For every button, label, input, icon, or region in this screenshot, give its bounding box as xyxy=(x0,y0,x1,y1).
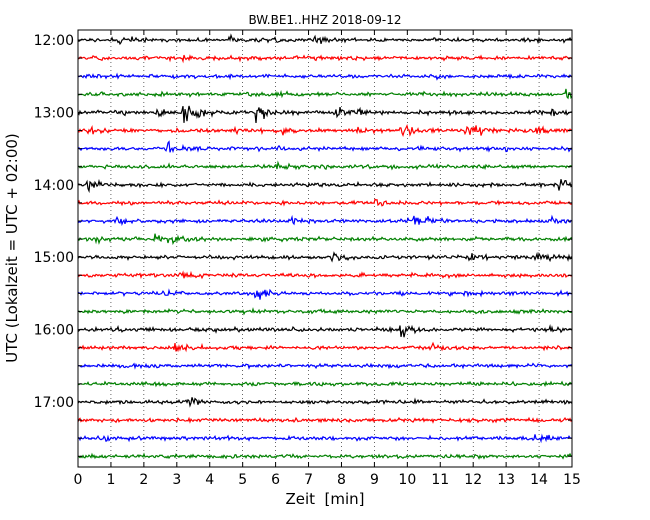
y-tick-label: 12:00 xyxy=(34,33,74,49)
x-tick-label: 0 xyxy=(74,472,83,488)
y-tick-label: 17:00 xyxy=(34,395,74,411)
x-tick-label: 13 xyxy=(497,472,515,488)
trace-line xyxy=(77,341,573,353)
trace-line xyxy=(77,380,573,388)
trace-line xyxy=(77,88,573,100)
trace-line xyxy=(77,214,573,227)
trace-line xyxy=(77,54,573,64)
plot-frame xyxy=(77,29,573,468)
x-tick-label: 3 xyxy=(172,472,181,488)
trace-line xyxy=(77,416,573,424)
trace-line xyxy=(77,140,573,154)
trace-line xyxy=(77,397,573,408)
trace-line xyxy=(77,233,573,246)
x-tick-label: 14 xyxy=(530,472,548,488)
y-axis-label: UTC (Lokalzeit = UTC + 02:00) xyxy=(3,133,21,363)
trace-line xyxy=(77,123,573,138)
trace-line xyxy=(77,452,573,460)
x-tick-label: 4 xyxy=(205,472,214,488)
trace-line xyxy=(77,160,573,171)
trace-line xyxy=(77,33,573,46)
chart-title: BW.BE1..HHZ 2018-09-12 xyxy=(248,13,401,27)
trace-line xyxy=(77,270,573,280)
x-tick-label: 12 xyxy=(464,472,482,488)
x-tick-label: 10 xyxy=(398,472,416,488)
x-tick-label: 8 xyxy=(337,472,346,488)
x-tick-label: 9 xyxy=(370,472,379,488)
trace-line xyxy=(77,433,573,444)
seismic-traces xyxy=(77,33,573,460)
y-axis-ticks: 12:00 13:00 14:00 15:00 16:00 17:00 xyxy=(34,33,572,457)
x-axis-ticks: 0 1 2 3 4 5 6 7 8 9 10 11 12 13 14 15 xyxy=(74,30,581,488)
x-tick-label: 15 xyxy=(563,472,581,488)
y-tick-label: 13:00 xyxy=(34,105,74,121)
x-tick-label: 1 xyxy=(106,472,115,488)
trace-line xyxy=(77,307,573,316)
trace-line xyxy=(77,178,573,194)
trace-line xyxy=(77,288,573,300)
x-tick-label: 5 xyxy=(238,472,247,488)
x-tick-label: 7 xyxy=(304,472,313,488)
y-tick-label: 15:00 xyxy=(34,250,74,266)
x-axis-label: Zeit [min] xyxy=(285,490,364,508)
x-tick-label: 11 xyxy=(431,472,449,488)
y-tick-label: 14:00 xyxy=(34,178,74,194)
x-tick-label: 2 xyxy=(139,472,148,488)
x-tick-label: 6 xyxy=(271,472,280,488)
grid-lines xyxy=(110,30,540,467)
trace-line xyxy=(77,72,573,81)
trace-line xyxy=(77,105,573,124)
y-tick-label: 16:00 xyxy=(34,323,74,339)
trace-line xyxy=(77,251,573,263)
trace-line xyxy=(77,324,573,338)
trace-line xyxy=(77,362,573,370)
trace-line xyxy=(77,198,573,207)
